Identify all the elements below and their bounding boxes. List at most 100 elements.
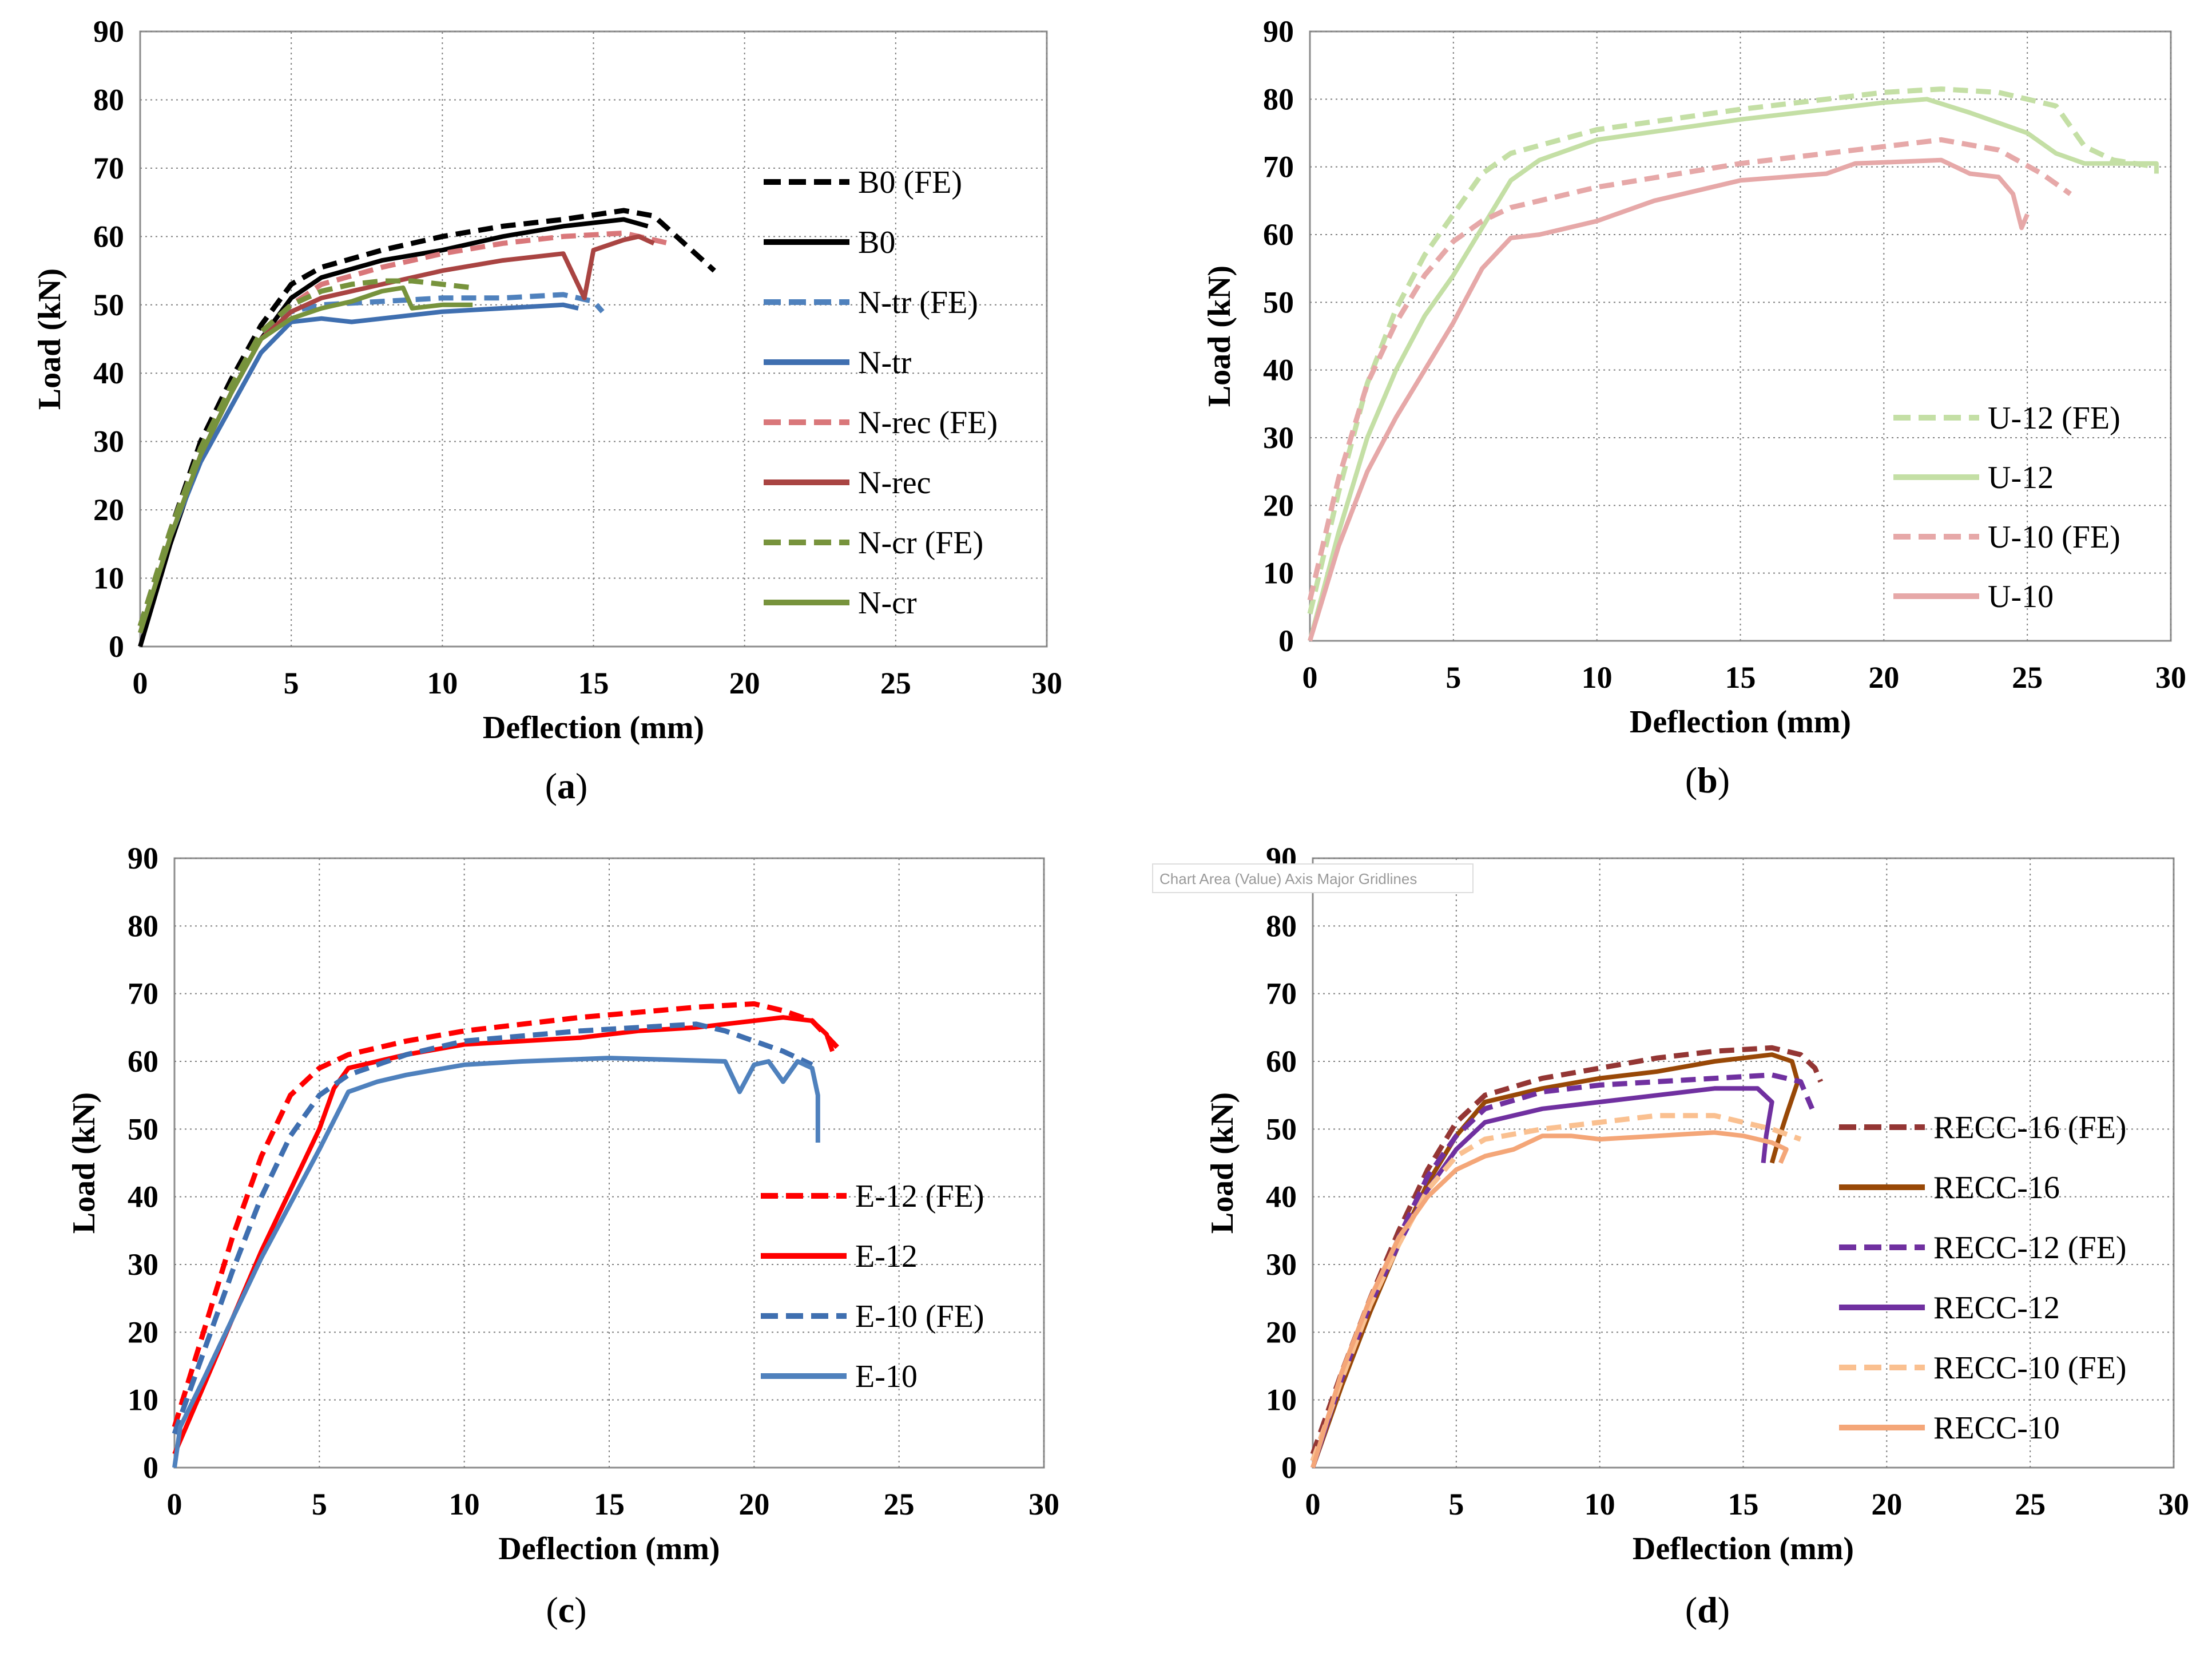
y-tick-label: 30 — [1266, 1247, 1297, 1282]
series-line-e-12-fe — [172, 1001, 843, 1428]
legend-label: E-12 (FE) — [855, 1179, 984, 1214]
y-tick-label: 20 — [1263, 488, 1294, 522]
y-tick-label: 80 — [128, 909, 158, 943]
y-tick-label: 50 — [93, 288, 124, 322]
legend-label: U-12 (FE) — [1988, 401, 2120, 436]
y-tick-label: 70 — [1263, 150, 1294, 184]
panel-label: (a) — [545, 766, 588, 806]
series-line-n-tr — [138, 302, 579, 634]
chart-panel-c: 0 10 20 30 40 50 60 70 80 90 0 5 10 15 20 25 30 Deflectio… — [66, 841, 1059, 1630]
series-line-e-10-fe — [172, 1021, 813, 1435]
y-tick-label: 50 — [1263, 285, 1294, 319]
y-tick-label: 10 — [1263, 556, 1294, 590]
x-tick-label: 15 — [578, 666, 609, 700]
y-tick-label: 70 — [128, 977, 158, 1011]
y-tick-label: 10 — [1266, 1383, 1297, 1417]
y-tick-label: 30 — [1263, 421, 1294, 455]
legend-label: U-10 — [1988, 579, 2054, 615]
series-line-recc-10-fe — [1310, 1113, 1802, 1462]
y-tick-label: 80 — [1263, 82, 1294, 116]
legend-label: E-10 (FE) — [855, 1299, 984, 1334]
y-axis-title: Load (kN) — [66, 1092, 102, 1234]
y-tick-label: 50 — [128, 1112, 158, 1146]
y-tick-label: 60 — [93, 219, 124, 253]
y-tick-label: 80 — [1266, 909, 1297, 943]
y-tick-label: 60 — [1263, 217, 1294, 252]
x-tick-label: 10 — [1582, 660, 1613, 695]
y-tick-label: 40 — [1266, 1180, 1297, 1214]
y-tick-label: 40 — [93, 356, 124, 390]
series-line-n-cr — [138, 285, 473, 634]
x-tick-label: 15 — [594, 1487, 625, 1521]
x-tick-label: 0 — [1305, 1487, 1321, 1521]
legend-label: RECC-12 (FE) — [1933, 1230, 2127, 1266]
legend-label: N-rec — [858, 465, 931, 501]
x-tick-label: 5 — [1448, 1487, 1464, 1521]
y-tick-label: 90 — [1263, 14, 1294, 49]
series-line-recc-12-fe — [1310, 1072, 1815, 1462]
panel-label: (b) — [1685, 760, 1730, 800]
y-tick-label: 0 — [1278, 624, 1294, 658]
series-line-b0-fe — [137, 208, 716, 627]
x-tick-label: 25 — [880, 666, 911, 700]
legend-label: U-12 — [1988, 460, 2054, 495]
y-tick-label: 20 — [128, 1315, 158, 1349]
x-tick-label: 20 — [729, 666, 760, 700]
x-tick-label: 10 — [1584, 1487, 1615, 1521]
panel-label: (d) — [1685, 1589, 1730, 1630]
y-tick-label: 10 — [93, 561, 124, 596]
y-tick-label: 30 — [93, 425, 124, 459]
x-tick-label: 30 — [2158, 1487, 2189, 1521]
legend-label: N-tr (FE) — [858, 285, 978, 320]
y-axis-title: Load (kN) — [1202, 265, 1237, 407]
x-tick-label: 10 — [427, 666, 458, 700]
legend-label: B0 — [858, 225, 895, 260]
y-axis-title: Load (kN) — [32, 268, 67, 410]
x-tick-label: 15 — [1728, 1487, 1759, 1521]
y-tick-label: 90 — [128, 841, 158, 875]
x-axis-title: Deflection (mm) — [483, 710, 704, 746]
y-tick-label: 60 — [1266, 1044, 1297, 1079]
y-tick-label: 0 — [109, 629, 124, 664]
y-tick-label: 20 — [93, 493, 124, 527]
x-tick-label: 30 — [2155, 660, 2186, 695]
series-line-n-cr-fe — [137, 278, 473, 627]
legend-label: U-10 (FE) — [1988, 520, 2120, 555]
y-tick-label: 60 — [128, 1044, 158, 1079]
x-axis-title: Deflection (mm) — [1633, 1531, 1854, 1567]
y-tick-label: 90 — [93, 14, 124, 49]
tooltip-box — [1152, 863, 1474, 893]
x-tick-label: 0 — [1302, 660, 1318, 695]
series-line-u-12 — [1308, 97, 2159, 642]
y-tick-label: 80 — [93, 82, 124, 117]
x-tick-label: 0 — [167, 1487, 182, 1521]
x-tick-label: 25 — [2015, 1487, 2046, 1521]
x-tick-label: 30 — [1031, 666, 1062, 700]
legend-label: RECC-16 — [1933, 1170, 2060, 1206]
chart-tooltip: Chart Area (Value) Axis Major Gridlines — [1152, 863, 1474, 893]
y-axis-title: Load (kN) — [1205, 1092, 1240, 1234]
legend-label: RECC-10 — [1933, 1410, 2060, 1446]
legend-label: RECC-12 — [1933, 1290, 2060, 1326]
y-tick-label: 10 — [128, 1383, 158, 1417]
series-line-recc-10 — [1310, 1130, 1789, 1469]
x-tick-label: 10 — [449, 1487, 480, 1521]
series-line-e-10 — [172, 1056, 820, 1468]
y-tick-label: 40 — [1263, 353, 1294, 387]
x-axis-title: Deflection (mm) — [498, 1531, 720, 1567]
tooltip-text: Chart Area (Value) Axis Major Gridlines — [1159, 870, 1417, 887]
y-tick-label: 30 — [128, 1247, 158, 1282]
y-tick-label: 0 — [1281, 1450, 1297, 1485]
y-tick-label: 50 — [1266, 1112, 1297, 1146]
chart-panel-a: 0 10 20 30 40 50 60 70 80 90 0 5 10 15 20 25 30 Deflectio… — [32, 14, 1062, 806]
legend-label: RECC-16 (FE) — [1933, 1110, 2127, 1145]
x-axis-title: Deflection (mm) — [1630, 704, 1851, 740]
panel-label: (c) — [546, 1589, 586, 1630]
y-tick-label: 70 — [1266, 977, 1297, 1011]
legend-label: RECC-10 (FE) — [1933, 1350, 2127, 1386]
y-tick-label: 20 — [1266, 1315, 1297, 1349]
x-tick-label: 5 — [1445, 660, 1461, 695]
y-tick-label: 40 — [128, 1180, 158, 1214]
